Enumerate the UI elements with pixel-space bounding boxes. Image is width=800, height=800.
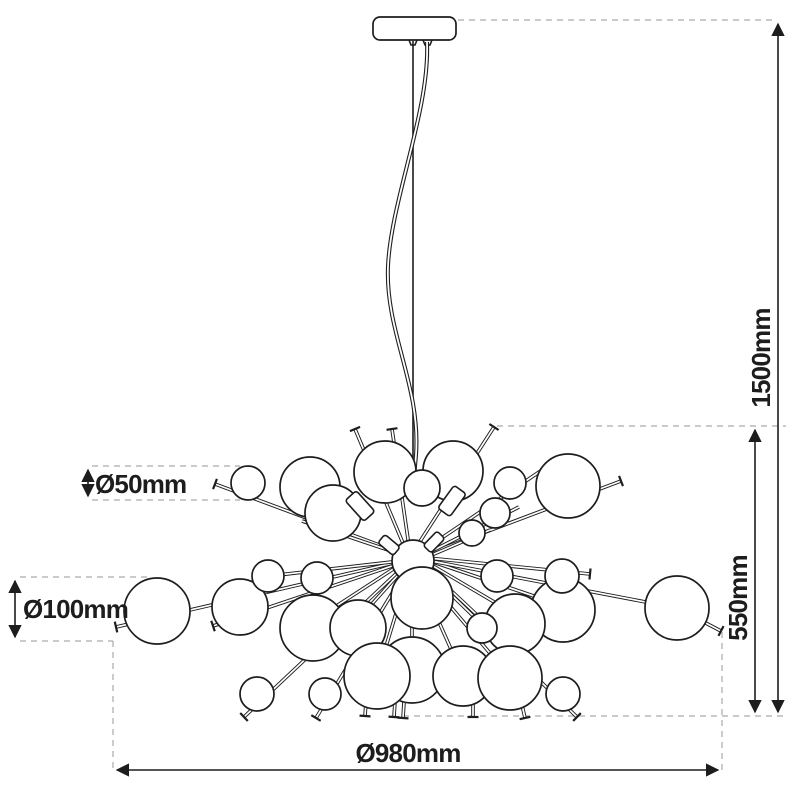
suspension-assembly (372, 16, 457, 479)
ceiling-canopy (372, 16, 457, 41)
rod-end-tick (349, 425, 361, 433)
socket-layer (345, 485, 466, 556)
glass-globe (390, 566, 454, 630)
dimension-small-globe: Ø50mm (81, 468, 187, 499)
rod-end-tick (572, 712, 582, 722)
rod-end-tick (588, 568, 592, 580)
label-fixture-height: 550mm (723, 555, 753, 641)
dimension-large-globe: Ø100mm (8, 579, 129, 639)
label-overall-height: 1500mm (746, 308, 776, 407)
dimension-overall-height: 1500mm (746, 22, 785, 714)
rod-end-tick (113, 621, 119, 633)
globe-rod-inner (402, 701, 405, 719)
sphere-layer (123, 440, 710, 712)
rod-end-tick (488, 423, 500, 431)
rod-end-tick (310, 714, 322, 722)
rod-end-tick (618, 475, 624, 487)
rod-end-tick (519, 715, 531, 721)
glass-globe (230, 465, 266, 501)
rod-end-tick (239, 712, 249, 722)
glass-globe (458, 519, 486, 547)
glass-globe (251, 559, 285, 593)
glass-globe (644, 575, 710, 641)
label-large-globe: Ø100mm (23, 594, 128, 624)
rod-end-tick (397, 716, 409, 720)
rod-end-tick (386, 427, 398, 431)
glass-globe (466, 612, 498, 644)
suspension-cable-inner (386, 41, 428, 479)
glass-globe (545, 676, 581, 712)
dimension-fixture-height: 550mm (723, 428, 762, 714)
bulb-socket (378, 534, 400, 556)
glass-globe (123, 577, 191, 645)
glass-globe (544, 558, 580, 594)
glass-globe (343, 642, 411, 710)
label-overall-diameter: Ø980mm (355, 738, 460, 768)
bulb-socket (345, 491, 375, 521)
rod-end-tick (359, 714, 371, 718)
label-small-globe: Ø50mm (95, 469, 186, 499)
glass-globe (480, 559, 514, 593)
glass-globe (493, 466, 527, 500)
glass-globe (535, 453, 601, 519)
rod-end-tick (717, 625, 725, 637)
glass-globe (300, 561, 334, 595)
dimension-overall-diameter: Ø980mm (115, 738, 720, 777)
guide-lines (20, 19, 786, 772)
bulb-socket (423, 531, 445, 553)
glass-globe (239, 676, 275, 712)
glass-globe (403, 469, 441, 507)
rod-end-tick (210, 620, 216, 632)
glass-globe (211, 578, 269, 636)
bulb-socket (438, 485, 466, 517)
glass-globe (479, 497, 511, 529)
rod-end-tick (212, 478, 218, 490)
glass-globe (477, 645, 543, 711)
glass-globe (308, 677, 342, 711)
